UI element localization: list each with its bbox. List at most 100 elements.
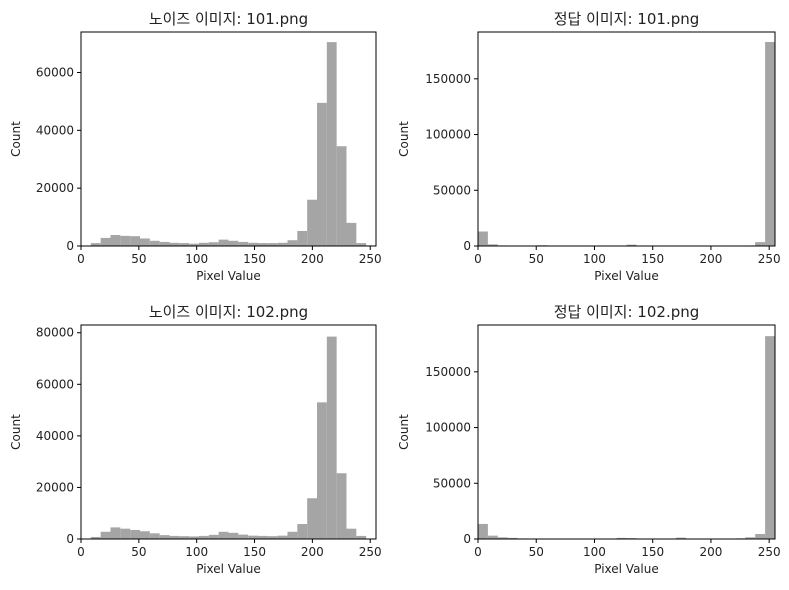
y-tick-label: 50000 <box>433 476 471 490</box>
y-tick-label: 0 <box>66 239 74 253</box>
y-tick-label: 100000 <box>425 421 471 435</box>
histogram-bar <box>287 531 298 539</box>
histogram-bar <box>130 529 140 539</box>
x-tick-label: 100 <box>583 252 606 266</box>
chart-title: 정답 이미지: 102.png <box>554 303 700 321</box>
y-tick-label: 60000 <box>36 65 74 79</box>
histogram-panel-1: 0 50 100 150 200 250 0 20000 40000 60000 노이즈 이미지: … <box>9 10 382 283</box>
histogram-bar <box>356 535 367 539</box>
x-tick-label: 200 <box>301 252 324 266</box>
x-tick-label: 150 <box>243 252 266 266</box>
histogram-bar <box>110 527 121 539</box>
histogram-bar <box>765 336 775 539</box>
y-tick-label: 40000 <box>36 123 74 137</box>
y-tick-label: 40000 <box>36 429 74 443</box>
histogram-bar <box>120 528 131 539</box>
histogram-bar <box>317 102 327 246</box>
x-tick-label: 150 <box>641 545 664 559</box>
histogram-bar <box>755 533 766 539</box>
histogram-bar <box>189 536 199 539</box>
histogram-panel-3: 0 50 100 150 200 250 0 20000 40000 60000 80000 노이즈 … <box>9 303 382 576</box>
histogram-bar <box>208 534 219 539</box>
histogram-bar <box>487 535 498 539</box>
x-tick-label: 0 <box>474 252 482 266</box>
histogram-bar <box>228 532 239 539</box>
histogram-bar <box>267 536 278 539</box>
histogram-bar <box>90 243 101 246</box>
histogram-bar <box>507 537 518 539</box>
histogram-bar <box>100 237 111 246</box>
histogram-bar <box>199 242 209 246</box>
x-tick-label: 150 <box>641 252 664 266</box>
histogram-bar <box>307 199 317 246</box>
histogram-bar <box>478 523 488 539</box>
histogram-bar <box>149 240 160 246</box>
y-tick-label: 0 <box>463 532 471 546</box>
histogram-bar <box>238 241 249 246</box>
histogram-bar <box>100 531 111 539</box>
histogram-bar <box>487 244 498 246</box>
plot-frame <box>80 324 377 540</box>
plot-frame <box>80 31 377 247</box>
histogram-panel-2: 0 50 100 150 200 250 0 50000 100000 150000 정답 이미지:… <box>397 10 781 283</box>
x-tick-label: 250 <box>359 252 382 266</box>
histogram-bar <box>218 531 229 539</box>
x-tick-label: 50 <box>131 252 146 266</box>
y-tick-label: 60000 <box>36 377 74 391</box>
histogram-bar <box>169 242 180 246</box>
x-tick-label: 0 <box>77 545 85 559</box>
histogram-bar <box>189 243 199 246</box>
histogram-bar <box>159 535 170 539</box>
x-tick-label: 100 <box>583 545 606 559</box>
histogram-bar <box>248 535 258 539</box>
histogram-bar <box>745 537 756 539</box>
histogram-bar <box>356 243 367 246</box>
histogram-bar <box>258 535 268 539</box>
histogram-bar <box>326 42 337 247</box>
histogram-panel-4: 0 50 100 150 200 250 0 50000 100000 150000 정답 이미지:… <box>397 303 781 576</box>
x-tick-label: 50 <box>131 545 146 559</box>
x-axis-label: Pixel Value <box>594 269 659 283</box>
x-tick-label: 200 <box>699 252 722 266</box>
y-tick-label: 20000 <box>36 181 74 195</box>
chart-title: 정답 이미지: 101.png <box>554 10 700 28</box>
histogram-bar <box>208 242 219 246</box>
histogram-bar <box>297 230 308 246</box>
x-tick-label: 50 <box>529 545 544 559</box>
x-tick-label: 0 <box>474 545 482 559</box>
histogram-bar <box>258 243 268 246</box>
x-tick-label: 50 <box>529 252 544 266</box>
histogram-bar <box>140 531 150 539</box>
x-tick-label: 250 <box>359 545 382 559</box>
x-axis-label: Pixel Value <box>594 562 659 576</box>
x-tick-label: 200 <box>301 545 324 559</box>
plot-frame <box>477 31 776 247</box>
histogram-bar <box>90 536 101 539</box>
x-tick-label: 100 <box>185 252 208 266</box>
y-axis-label: Count <box>397 414 411 450</box>
histogram-bar <box>179 536 190 539</box>
histogram-bar <box>110 235 121 246</box>
y-tick-label: 20000 <box>36 480 74 494</box>
y-tick-label: 100000 <box>425 128 471 142</box>
histogram-bar <box>277 242 288 246</box>
histogram-bar <box>277 535 288 539</box>
y-tick-label: 150000 <box>425 72 471 86</box>
histogram-bar <box>326 336 337 539</box>
histogram-bar <box>120 235 131 246</box>
histogram-bar <box>199 535 209 539</box>
histogram-bar <box>130 236 140 246</box>
y-tick-label: 50000 <box>433 183 471 197</box>
y-axis-label: Count <box>397 121 411 157</box>
chart-title: 노이즈 이미지: 102.png <box>149 303 308 321</box>
histogram-bar <box>149 533 160 539</box>
histogram-bar <box>228 240 239 246</box>
histogram-bar <box>478 231 488 246</box>
x-tick-label: 100 <box>185 545 208 559</box>
y-tick-label: 0 <box>463 239 471 253</box>
x-axis-label: Pixel Value <box>196 562 261 576</box>
histogram-bar <box>765 42 775 246</box>
histogram-bar <box>238 534 249 539</box>
histogram-bar <box>307 498 317 539</box>
histogram-bar <box>346 222 357 246</box>
